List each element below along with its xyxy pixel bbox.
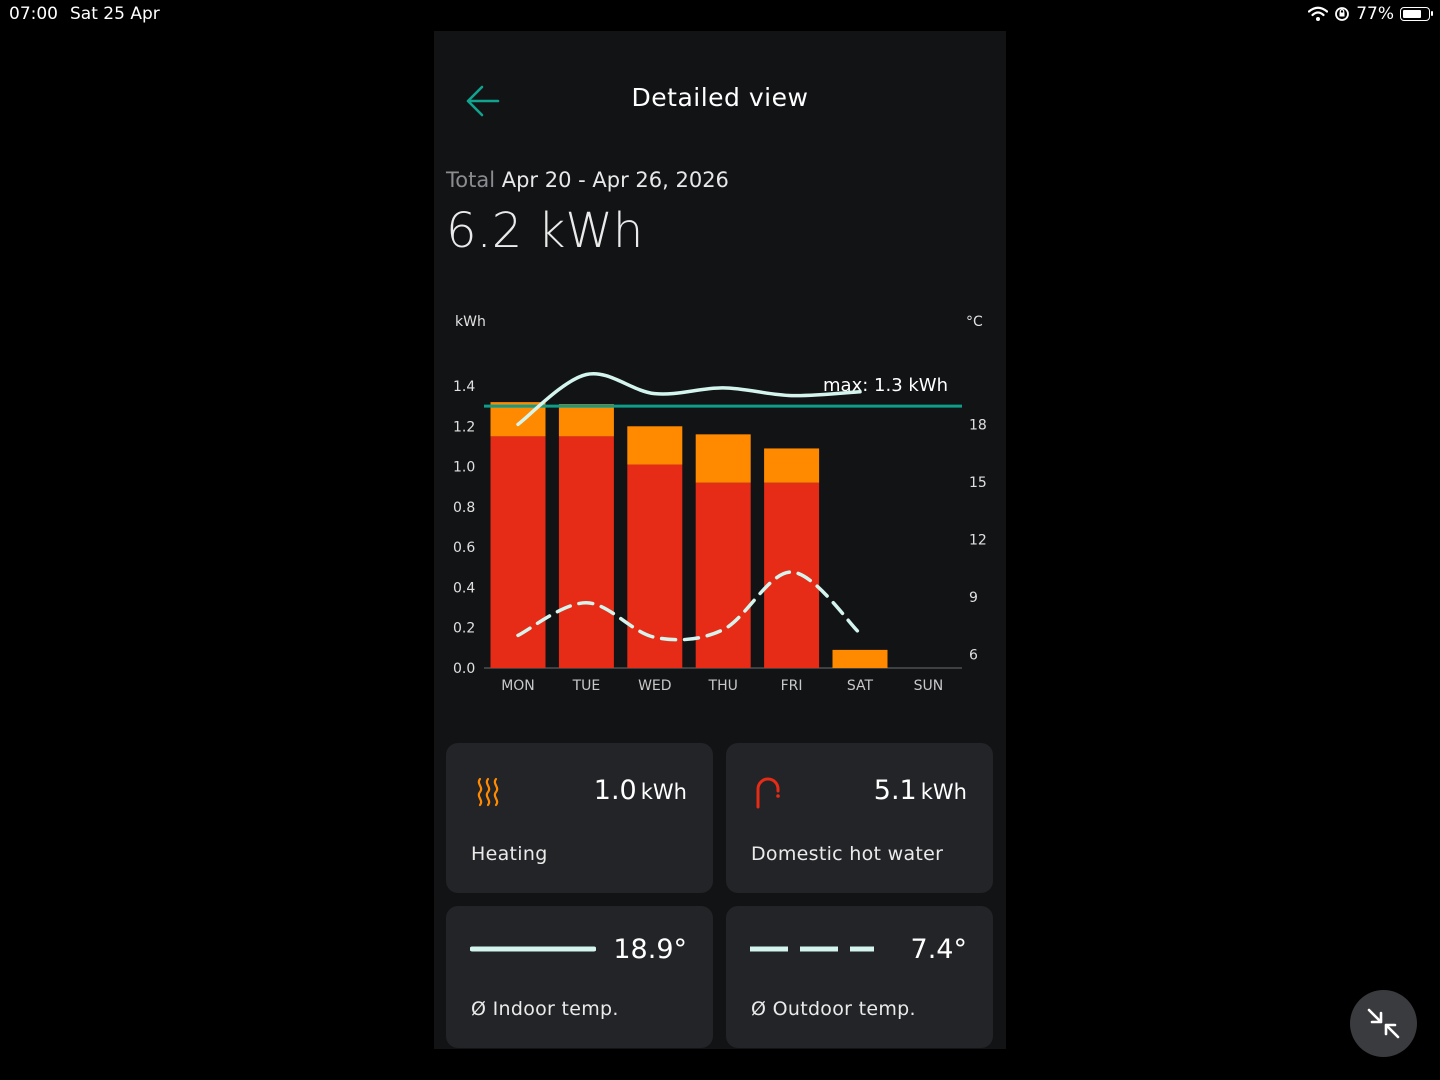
y-tick-left: 1.0: [453, 460, 475, 476]
y-tick-right: 15: [969, 475, 987, 491]
outdoor-temp-label: Ø Outdoor temp.: [751, 998, 916, 1020]
battery-icon: [1400, 7, 1433, 21]
y-tick-left: 1.2: [453, 419, 475, 435]
page-title: Detailed view: [631, 83, 809, 112]
detail-panel: Detailed view Total Apr 20 - Apr 26, 202…: [434, 31, 1006, 1049]
outdoor-temp-card[interactable]: 7.4° Ø Outdoor temp.: [726, 906, 993, 1048]
hot-water-label: Domestic hot water: [751, 843, 944, 865]
bar-heating-sat: [832, 649, 888, 668]
y-axis-left-label: kWh: [455, 314, 486, 330]
heating-value: 1.0 kWh: [593, 775, 687, 806]
status-bar: 07:00 Sat 25 Apr 77%: [0, 0, 1440, 28]
y-axis-right-label: °C: [966, 314, 983, 330]
heating-label: Heating: [471, 843, 548, 865]
y-tick-right: 6: [969, 648, 978, 664]
battery-percent: 77%: [1356, 4, 1394, 24]
x-tick-thu: THU: [708, 678, 738, 694]
period-range: Apr 20 - Apr 26, 2026: [501, 168, 729, 192]
outdoor-temp-value: 7.4°: [910, 934, 967, 965]
bar-heating-tue: [558, 404, 614, 437]
y-tick-right: 12: [969, 532, 987, 548]
heating-icon: [477, 777, 499, 807]
indoor-temp-line: [516, 371, 862, 427]
dashed-line-legend-icon: [750, 946, 874, 952]
bar-domestic-hot-water-fri: [764, 482, 820, 668]
bar-domestic-hot-water-mon: [490, 436, 546, 668]
energy-chart: kWh °C 0.0 0.2 0.4 0.6 0.8 1.0 1.2 1.4 6 9 12 15 18 MON…: [453, 314, 987, 694]
collapse-arrows-icon: [1367, 1008, 1400, 1039]
solid-line-legend-icon: [470, 946, 596, 952]
period-label: Total: [446, 168, 496, 192]
indoor-temp-label: Ø Indoor temp.: [471, 998, 619, 1020]
y-tick-left: 1.4: [453, 379, 475, 395]
hot-water-card[interactable]: 5.1 kWh Domestic hot water: [726, 743, 993, 893]
y-tick-left: 0.2: [453, 621, 475, 637]
bar-domestic-hot-water-wed: [627, 464, 683, 668]
bar-heating-thu: [695, 434, 751, 483]
y-tick-left: 0.0: [453, 661, 475, 677]
indoor-temp-card[interactable]: 18.9° Ø Indoor temp.: [446, 906, 713, 1048]
bar-heating-wed: [627, 426, 683, 465]
orientation-lock-icon: [1335, 7, 1350, 21]
bar-domestic-hot-water-tue: [558, 436, 614, 668]
x-tick-mon: MON: [501, 678, 535, 694]
status-time: 07:00: [9, 4, 58, 24]
y-tick-left: 0.6: [453, 540, 475, 556]
indoor-temp-value: 18.9°: [613, 934, 687, 965]
y-tick-right: 18: [969, 417, 987, 433]
outdoor-temp-line: [516, 570, 862, 642]
y-tick-left: 0.4: [453, 580, 475, 596]
x-tick-tue: TUE: [572, 678, 601, 694]
x-tick-sun: SUN: [914, 678, 944, 694]
collapse-button[interactable]: [1350, 990, 1417, 1057]
status-date: Sat 25 Apr: [70, 4, 160, 24]
back-button[interactable]: [460, 81, 506, 121]
wifi-icon: [1308, 6, 1329, 21]
bar-domestic-hot-water-thu: [695, 482, 751, 668]
x-tick-sat: SAT: [847, 678, 874, 694]
bar-heating-fri: [764, 448, 820, 483]
hot-water-value: 5.1 kWh: [873, 775, 967, 806]
period-summary: Total Apr 20 - Apr 26, 2026: [446, 168, 729, 192]
arrow-left-icon: [466, 85, 500, 117]
y-tick-left: 0.8: [453, 500, 475, 516]
heating-card[interactable]: 1.0 kWh Heating: [446, 743, 713, 893]
x-tick-fri: FRI: [781, 678, 803, 694]
status-icons: 77%: [1308, 4, 1433, 24]
y-tick-right: 9: [969, 590, 978, 606]
x-tick-wed: WED: [638, 678, 671, 694]
hot-water-tap-icon: [756, 777, 780, 809]
total-energy: 6.2 kWh: [446, 203, 644, 259]
